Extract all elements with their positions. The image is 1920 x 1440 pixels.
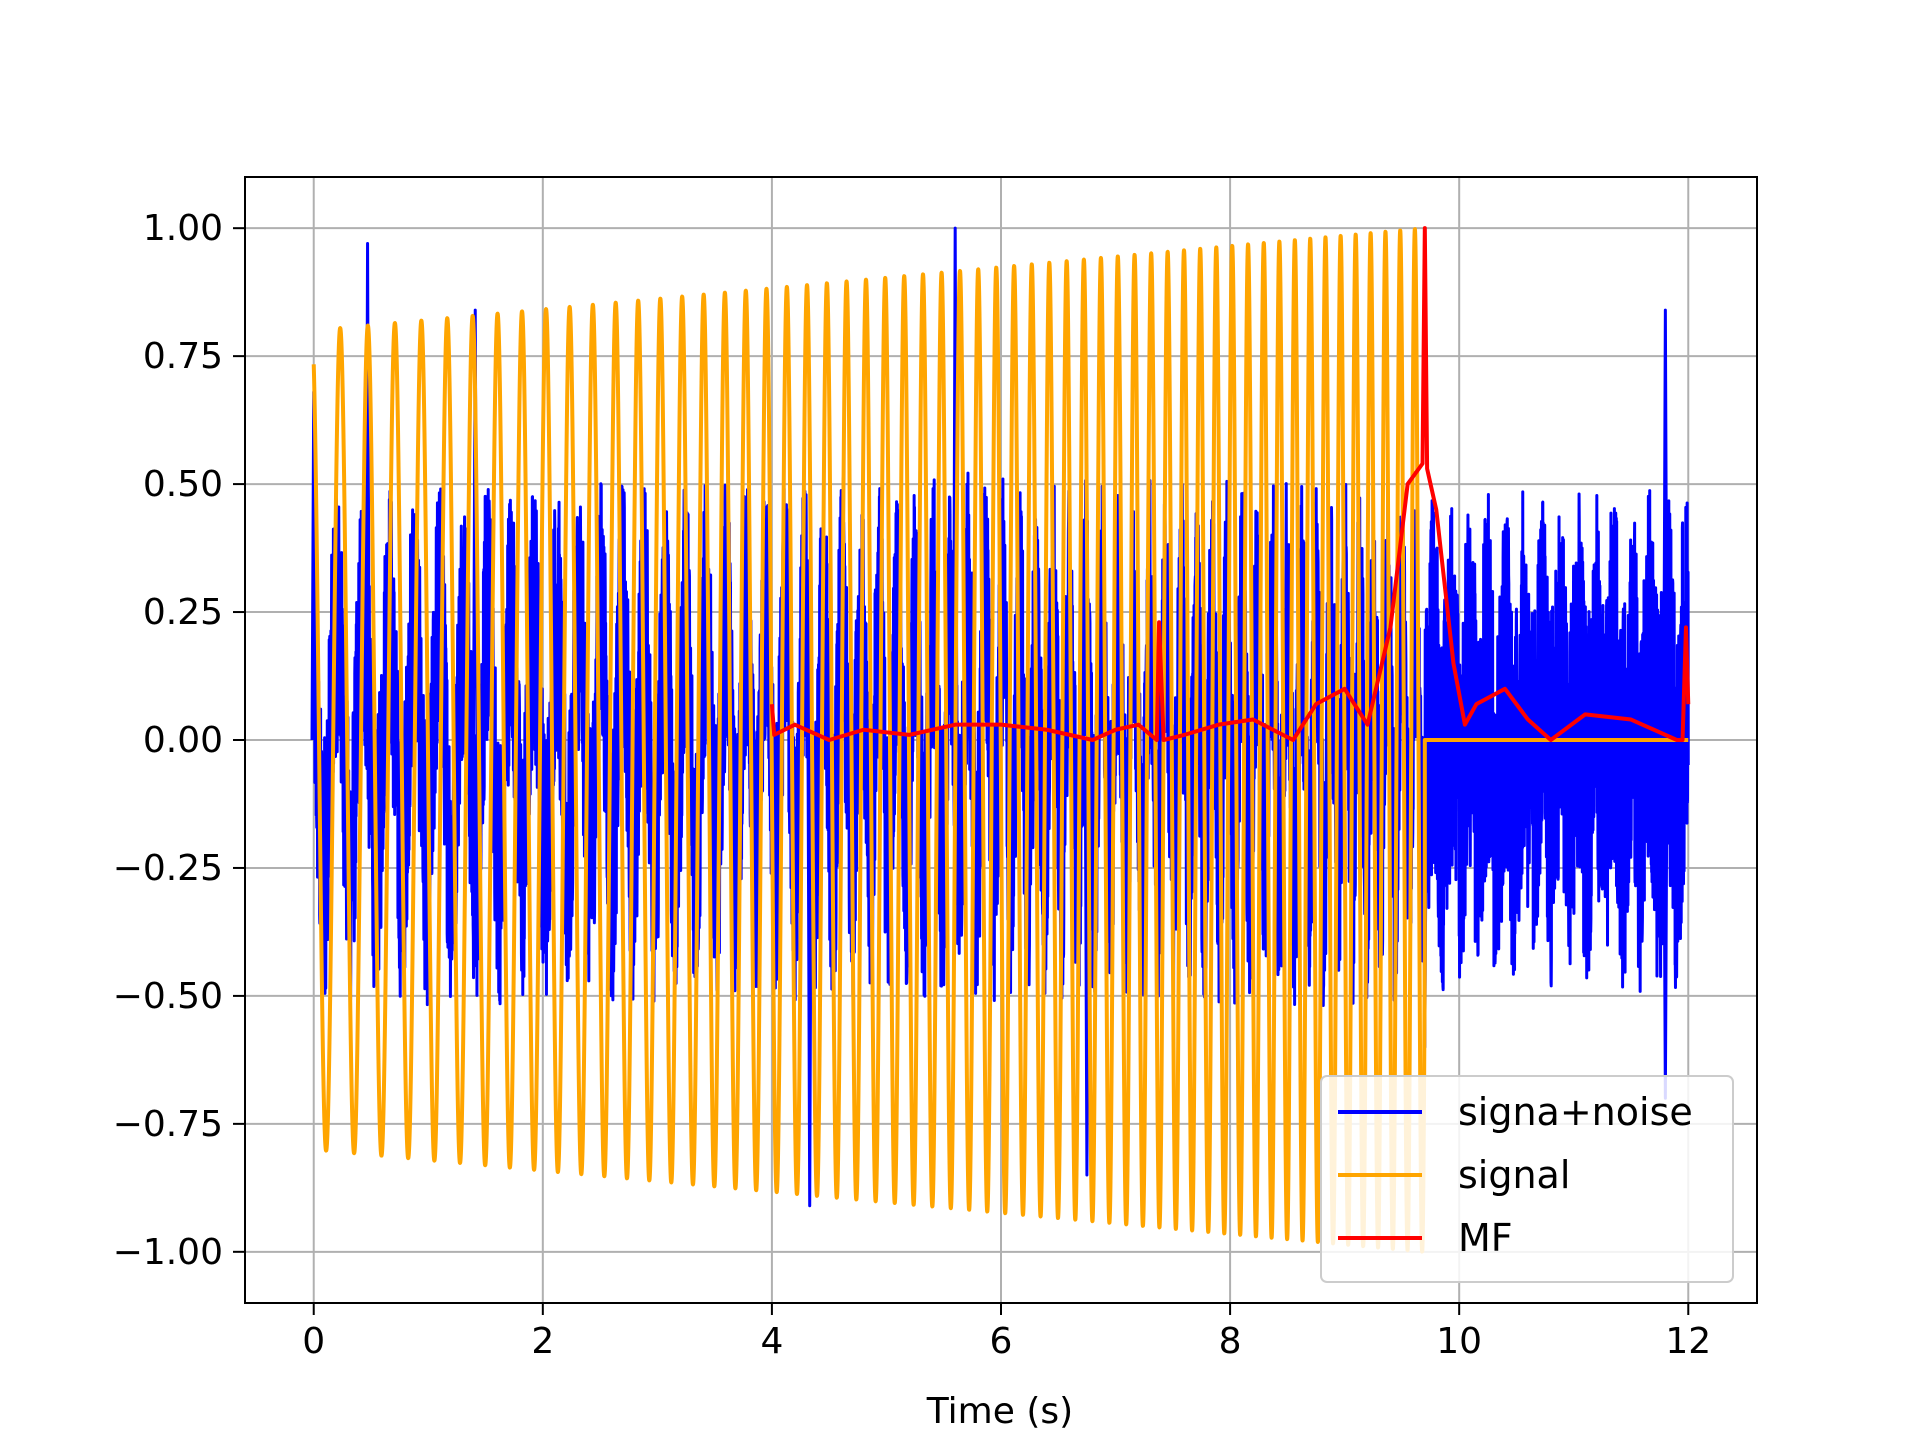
legend-label-signal: signal <box>1458 1153 1570 1197</box>
x-tick-label: 0 <box>302 1321 325 1362</box>
y-tick-label: −0.50 <box>113 976 223 1017</box>
x-tick-label: 8 <box>1219 1321 1242 1362</box>
y-axis: 1.00 0.75 0.50 0.25 0.00 −0.25 −0.50 −0.75 −1.00 <box>113 208 245 1273</box>
y-tick-label: 0.75 <box>143 336 223 377</box>
y-tick-label: 1.00 <box>143 208 223 249</box>
x-tick-label: 10 <box>1436 1321 1482 1362</box>
y-tick-label: −0.25 <box>113 848 223 889</box>
y-tick-label: −1.00 <box>113 1232 223 1273</box>
x-tick-label: 4 <box>760 1321 783 1362</box>
legend-label-signa-noise: signa+noise <box>1458 1090 1693 1134</box>
legend-box <box>1320 1075 1734 1283</box>
y-tick-label: 0.25 <box>143 592 223 633</box>
series-line-mf <box>769 226 1691 742</box>
x-axis: 0 2 4 6 8 10 12 <box>302 1303 1711 1362</box>
x-tick-label: 12 <box>1665 1321 1711 1362</box>
legend: signa+noise signal MF <box>1320 1075 1734 1283</box>
y-tick-label: −0.75 <box>113 1104 223 1145</box>
x-tick-label: 6 <box>990 1321 1013 1362</box>
x-tick-label: 2 <box>531 1321 554 1362</box>
y-tick-label: 0.00 <box>143 720 223 761</box>
plot-area <box>310 226 1691 1254</box>
legend-label-mf: MF <box>1458 1216 1513 1260</box>
series-line-signal <box>311 227 1689 1254</box>
x-axis-label: Time (s) <box>926 1391 1073 1432</box>
y-tick-label: 0.50 <box>143 464 223 505</box>
